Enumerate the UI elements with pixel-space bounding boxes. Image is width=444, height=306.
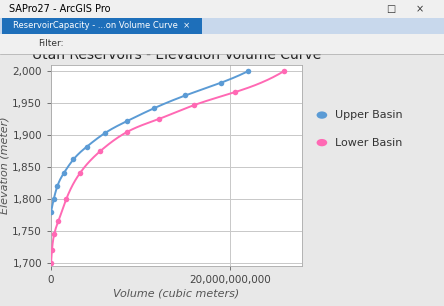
Text: ×: ×	[416, 4, 424, 14]
Lower Basin	[63, 197, 69, 201]
Lower Basin	[52, 232, 57, 236]
Upper Basin	[51, 197, 56, 201]
Lower Basin	[77, 172, 83, 175]
Text: Upper Basin: Upper Basin	[335, 110, 403, 120]
Text: ReservoirCapacity - ...on Volume Curve  ×: ReservoirCapacity - ...on Volume Curve ×	[13, 21, 190, 31]
Upper Basin	[48, 210, 54, 214]
Lower Basin	[232, 90, 238, 94]
Lower Basin	[125, 130, 130, 134]
Upper Basin	[84, 145, 90, 148]
Lower Basin	[48, 261, 54, 265]
Line: Lower Basin: Lower Basin	[48, 68, 287, 266]
Lower Basin	[56, 220, 61, 223]
Lower Basin	[281, 69, 287, 73]
Lower Basin	[192, 103, 197, 107]
Upper Basin	[102, 131, 107, 135]
Upper Basin	[61, 172, 66, 175]
Title: Utah Reservoirs - Elevation Volume Curve: Utah Reservoirs - Elevation Volume Curve	[32, 48, 321, 62]
Y-axis label: Elevation (meter): Elevation (meter)	[0, 117, 9, 214]
Lower Basin	[156, 117, 161, 121]
Lower Basin	[49, 248, 55, 252]
Lower Basin	[98, 149, 103, 153]
Upper Basin	[246, 69, 251, 73]
Upper Basin	[125, 119, 130, 123]
Upper Basin	[71, 158, 76, 161]
Text: □: □	[386, 4, 395, 14]
Upper Basin	[183, 94, 188, 97]
Upper Basin	[55, 185, 60, 188]
Text: Lower Basin: Lower Basin	[335, 138, 403, 147]
Text: SAPro27 - ArcGIS Pro: SAPro27 - ArcGIS Pro	[9, 4, 111, 14]
Upper Basin	[218, 81, 224, 84]
X-axis label: Volume (cubic meters): Volume (cubic meters)	[113, 288, 240, 298]
Text: Filter:: Filter:	[38, 39, 63, 48]
Line: Upper Basin: Upper Basin	[48, 68, 251, 215]
Upper Basin	[151, 106, 157, 110]
